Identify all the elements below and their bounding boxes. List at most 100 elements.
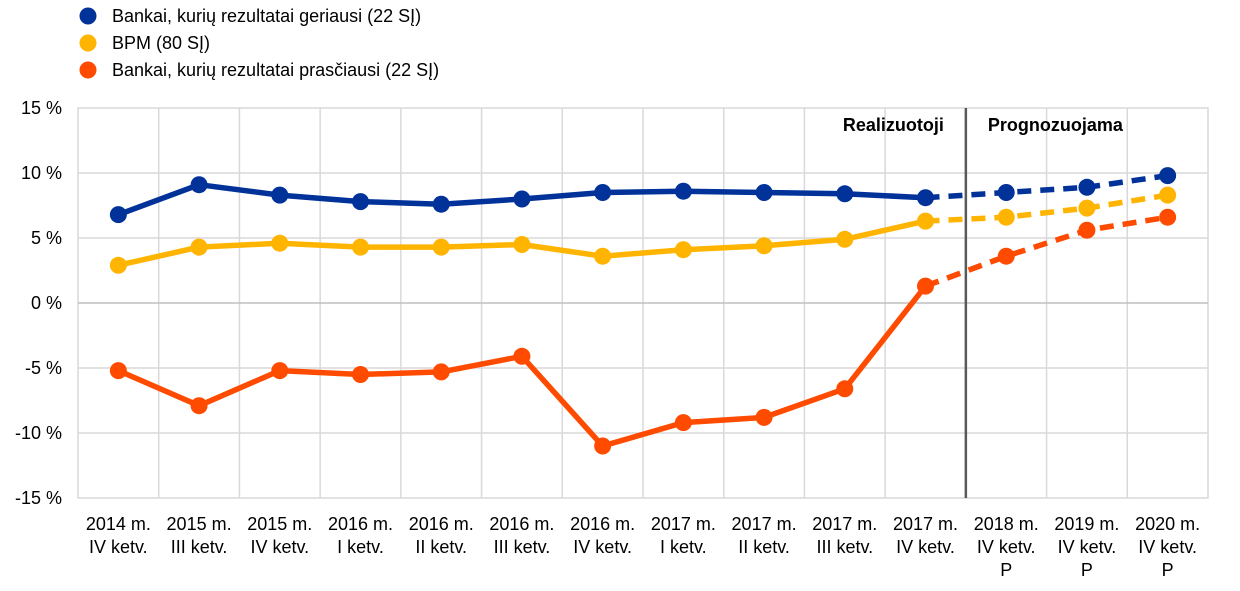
legend-label-2: Bankai, kurių rezultatai prasčiausi (22 …	[112, 60, 439, 80]
x-tick-label: 2016 m. IV ketv.	[570, 514, 635, 557]
x-tick-line: 2017 m.	[651, 514, 716, 534]
series-0-point-13	[1159, 167, 1177, 185]
legend-label-1: BPM (80 SĮ)	[112, 33, 210, 53]
series-0-point-4	[432, 195, 450, 213]
series-2-point-11	[997, 247, 1015, 265]
series-2-point-9	[836, 380, 854, 398]
series-1-point-9	[836, 230, 854, 248]
x-tick-line: IV ketv.	[896, 537, 955, 557]
series-2-point-10	[917, 277, 934, 295]
grid	[77, 107, 1209, 499]
series-2-point-6	[594, 437, 612, 455]
x-tick-line: 2017 m.	[732, 514, 797, 534]
y-tick-label: -15 %	[15, 488, 62, 508]
series-2-point-2	[271, 362, 289, 380]
series-2-point-7	[674, 414, 692, 432]
x-tick-line: 2019 m.	[1054, 514, 1119, 534]
series-forecast-line-1	[925, 192, 1169, 224]
x-tick-line: IV ketv.	[1058, 537, 1117, 557]
x-tick-label: 2017 m. II ketv.	[732, 514, 797, 557]
series-2-point-0	[109, 362, 127, 380]
x-tick-label: 2015 m. III ketv.	[167, 514, 232, 557]
series-1-point-10	[917, 212, 934, 230]
x-tick-line: 2017 m.	[812, 514, 877, 534]
series-0-point-0	[109, 206, 127, 224]
x-tick-label: 2016 m. III ketv.	[489, 514, 554, 557]
legend-marker-0	[79, 7, 97, 25]
x-tick-line: II ketv.	[415, 537, 467, 557]
y-tick-label: 5 %	[31, 228, 62, 248]
x-tick-line: 2016 m.	[570, 514, 635, 534]
series-1-point-1	[190, 238, 208, 256]
x-tick-label: 2016 m. I ketv.	[328, 514, 393, 557]
x-tick-line: IV ketv.	[573, 537, 632, 557]
legend-marker-2	[79, 61, 97, 79]
series-1-point-0	[109, 256, 127, 274]
x-tick-label: 2017 m. I ketv.	[651, 514, 716, 557]
series-0-point-5	[513, 190, 531, 208]
legend-label-0: Bankai, kurių rezultatai geriausi (22 SĮ…	[112, 6, 421, 26]
x-tick-line: 2018 m.	[974, 514, 1039, 534]
x-tick-line: 2017 m.	[893, 514, 958, 534]
series-0-point-1	[190, 176, 208, 194]
x-tick-label: 2017 m. IV ketv.	[893, 514, 958, 557]
series-2-point-5	[513, 347, 531, 365]
series-0-point-3	[352, 193, 369, 211]
series-2-point-3	[352, 366, 369, 383]
x-tick-line: I ketv.	[660, 537, 707, 557]
series-0-point-8	[755, 184, 773, 201]
x-tick-line: I ketv.	[337, 537, 384, 557]
series-1-point-12	[1078, 199, 1096, 217]
series-1-point-11	[997, 208, 1015, 226]
x-tick-label: 2014 m. IV ketv.	[86, 514, 151, 557]
annotation-forecast: Prognozuojama	[988, 115, 1124, 135]
x-tick-label: 2015 m. IV ketv.	[247, 514, 312, 557]
x-tick-line: P	[1000, 560, 1012, 580]
x-tick-line: IV ketv.	[1138, 537, 1197, 557]
x-tick-label: 2019 m. IV ketv. P	[1054, 514, 1119, 580]
legend-marker-1	[79, 34, 97, 52]
y-tick-label: -5 %	[25, 358, 62, 378]
x-tick-line: IV ketv.	[977, 537, 1036, 557]
x-tick-line: P	[1081, 560, 1093, 580]
x-tick-line: 2015 m.	[247, 514, 312, 534]
x-axis: 2014 m. IV ketv. 2015 m. III ketv. 2015 m. IV…	[86, 514, 1200, 580]
x-tick-line: 2014 m.	[86, 514, 151, 534]
x-tick-line: III ketv.	[171, 537, 228, 557]
x-tick-line: IV ketv.	[250, 537, 309, 557]
series-0-point-9	[836, 185, 854, 203]
x-tick-line: IV ketv.	[89, 537, 148, 557]
x-tick-line: III ketv.	[816, 537, 873, 557]
series-forecast-line-2	[924, 214, 1169, 289]
series-2-point-12	[1078, 221, 1096, 239]
series-1-point-6	[594, 247, 612, 265]
x-tick-line: P	[1162, 560, 1174, 580]
series-0-point-10	[917, 189, 934, 207]
series-2-point-1	[190, 397, 208, 415]
y-tick-label: -10 %	[15, 423, 62, 443]
x-tick-label: 2018 m. IV ketv. P	[974, 514, 1039, 580]
series-0-point-6	[594, 184, 612, 201]
series-0-point-11	[997, 184, 1015, 201]
series-1-point-4	[432, 238, 450, 256]
x-tick-line: II ketv.	[738, 537, 790, 557]
series-0-point-12	[1078, 178, 1096, 196]
y-axis: 15 % 10 % 5 % 0 % -5 % -10 % -15 %	[15, 98, 62, 508]
x-tick-line: 2016 m.	[328, 514, 393, 534]
series-0-point-7	[674, 182, 692, 200]
series-1-point-5	[513, 236, 531, 253]
series-2-point-4	[432, 363, 450, 381]
series-1-point-7	[674, 241, 692, 259]
y-tick-label: 15 %	[21, 98, 62, 118]
series-forecast-line-0	[925, 172, 1169, 201]
series-1-point-2	[271, 234, 289, 252]
x-tick-label: 2016 m. II ketv.	[409, 514, 474, 557]
x-tick-line: 2020 m.	[1135, 514, 1200, 534]
series-1-point-3	[352, 238, 369, 256]
series-1-point-8	[755, 237, 773, 255]
legend: Bankai, kurių rezultatai geriausi (22 SĮ…	[79, 6, 439, 80]
x-tick-line: 2016 m.	[489, 514, 554, 534]
y-tick-label: 0 %	[31, 293, 62, 313]
x-tick-label: 2020 m. IV ketv. P	[1135, 514, 1200, 580]
